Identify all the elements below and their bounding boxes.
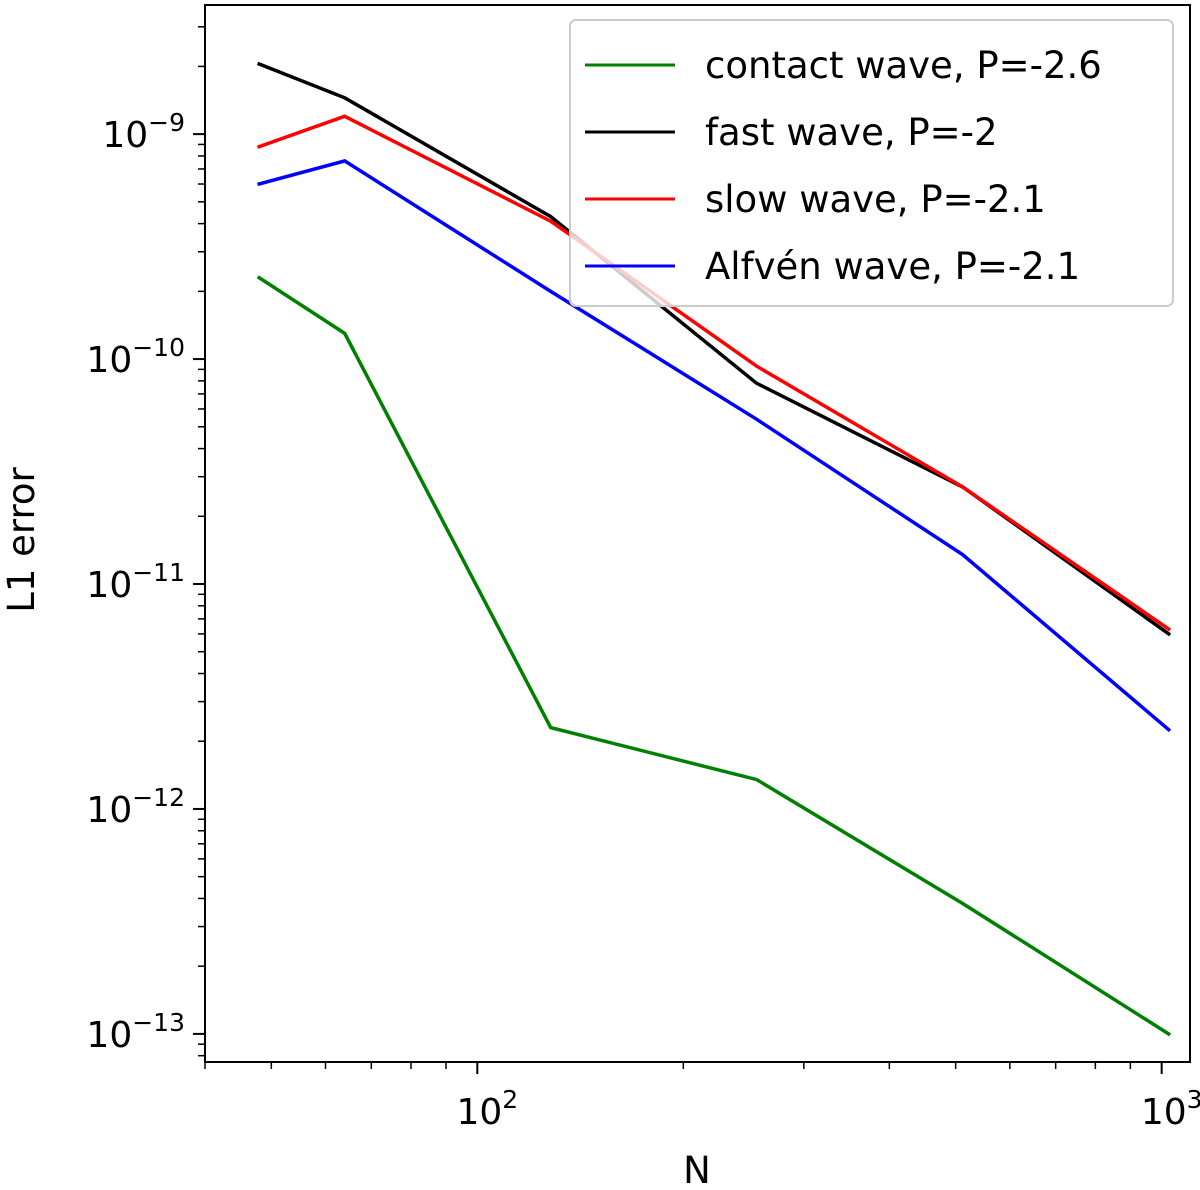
y-tick-label: 10−9 [102, 108, 185, 156]
plot-area-frame [204, 4, 1191, 1063]
y-tick-label: 10−13 [86, 1008, 185, 1056]
x-tick-label: 102 [456, 1085, 518, 1133]
legend-label-slow: slow wave, P=-2.1 [705, 178, 1046, 221]
y-tick-label: 10−11 [86, 558, 185, 606]
y-axis-label: L1 error [0, 466, 43, 612]
legend-label-alfven: Alfvén wave, P=-2.1 [705, 245, 1080, 288]
y-tick-label: 10−10 [86, 333, 185, 381]
legend-box [569, 19, 1174, 307]
axis-ticks: 10−9 10−10 10−11 10−12 10−13 102 103 [86, 26, 1200, 1133]
x-tick-label: 103 [1141, 1085, 1200, 1133]
x-axis-label: N [683, 1149, 711, 1190]
y-tick-label: 10−12 [86, 783, 185, 831]
series-line-contact [256, 275, 1172, 1037]
legend-label-contact: contact wave, P=-2.6 [705, 44, 1102, 87]
series-line-alfven [257, 159, 1172, 733]
legend: contact wave, P=-2.6 fast wave, P=-2 slo… [569, 19, 1174, 307]
legend-label-fast: fast wave, P=-2 [705, 111, 998, 154]
